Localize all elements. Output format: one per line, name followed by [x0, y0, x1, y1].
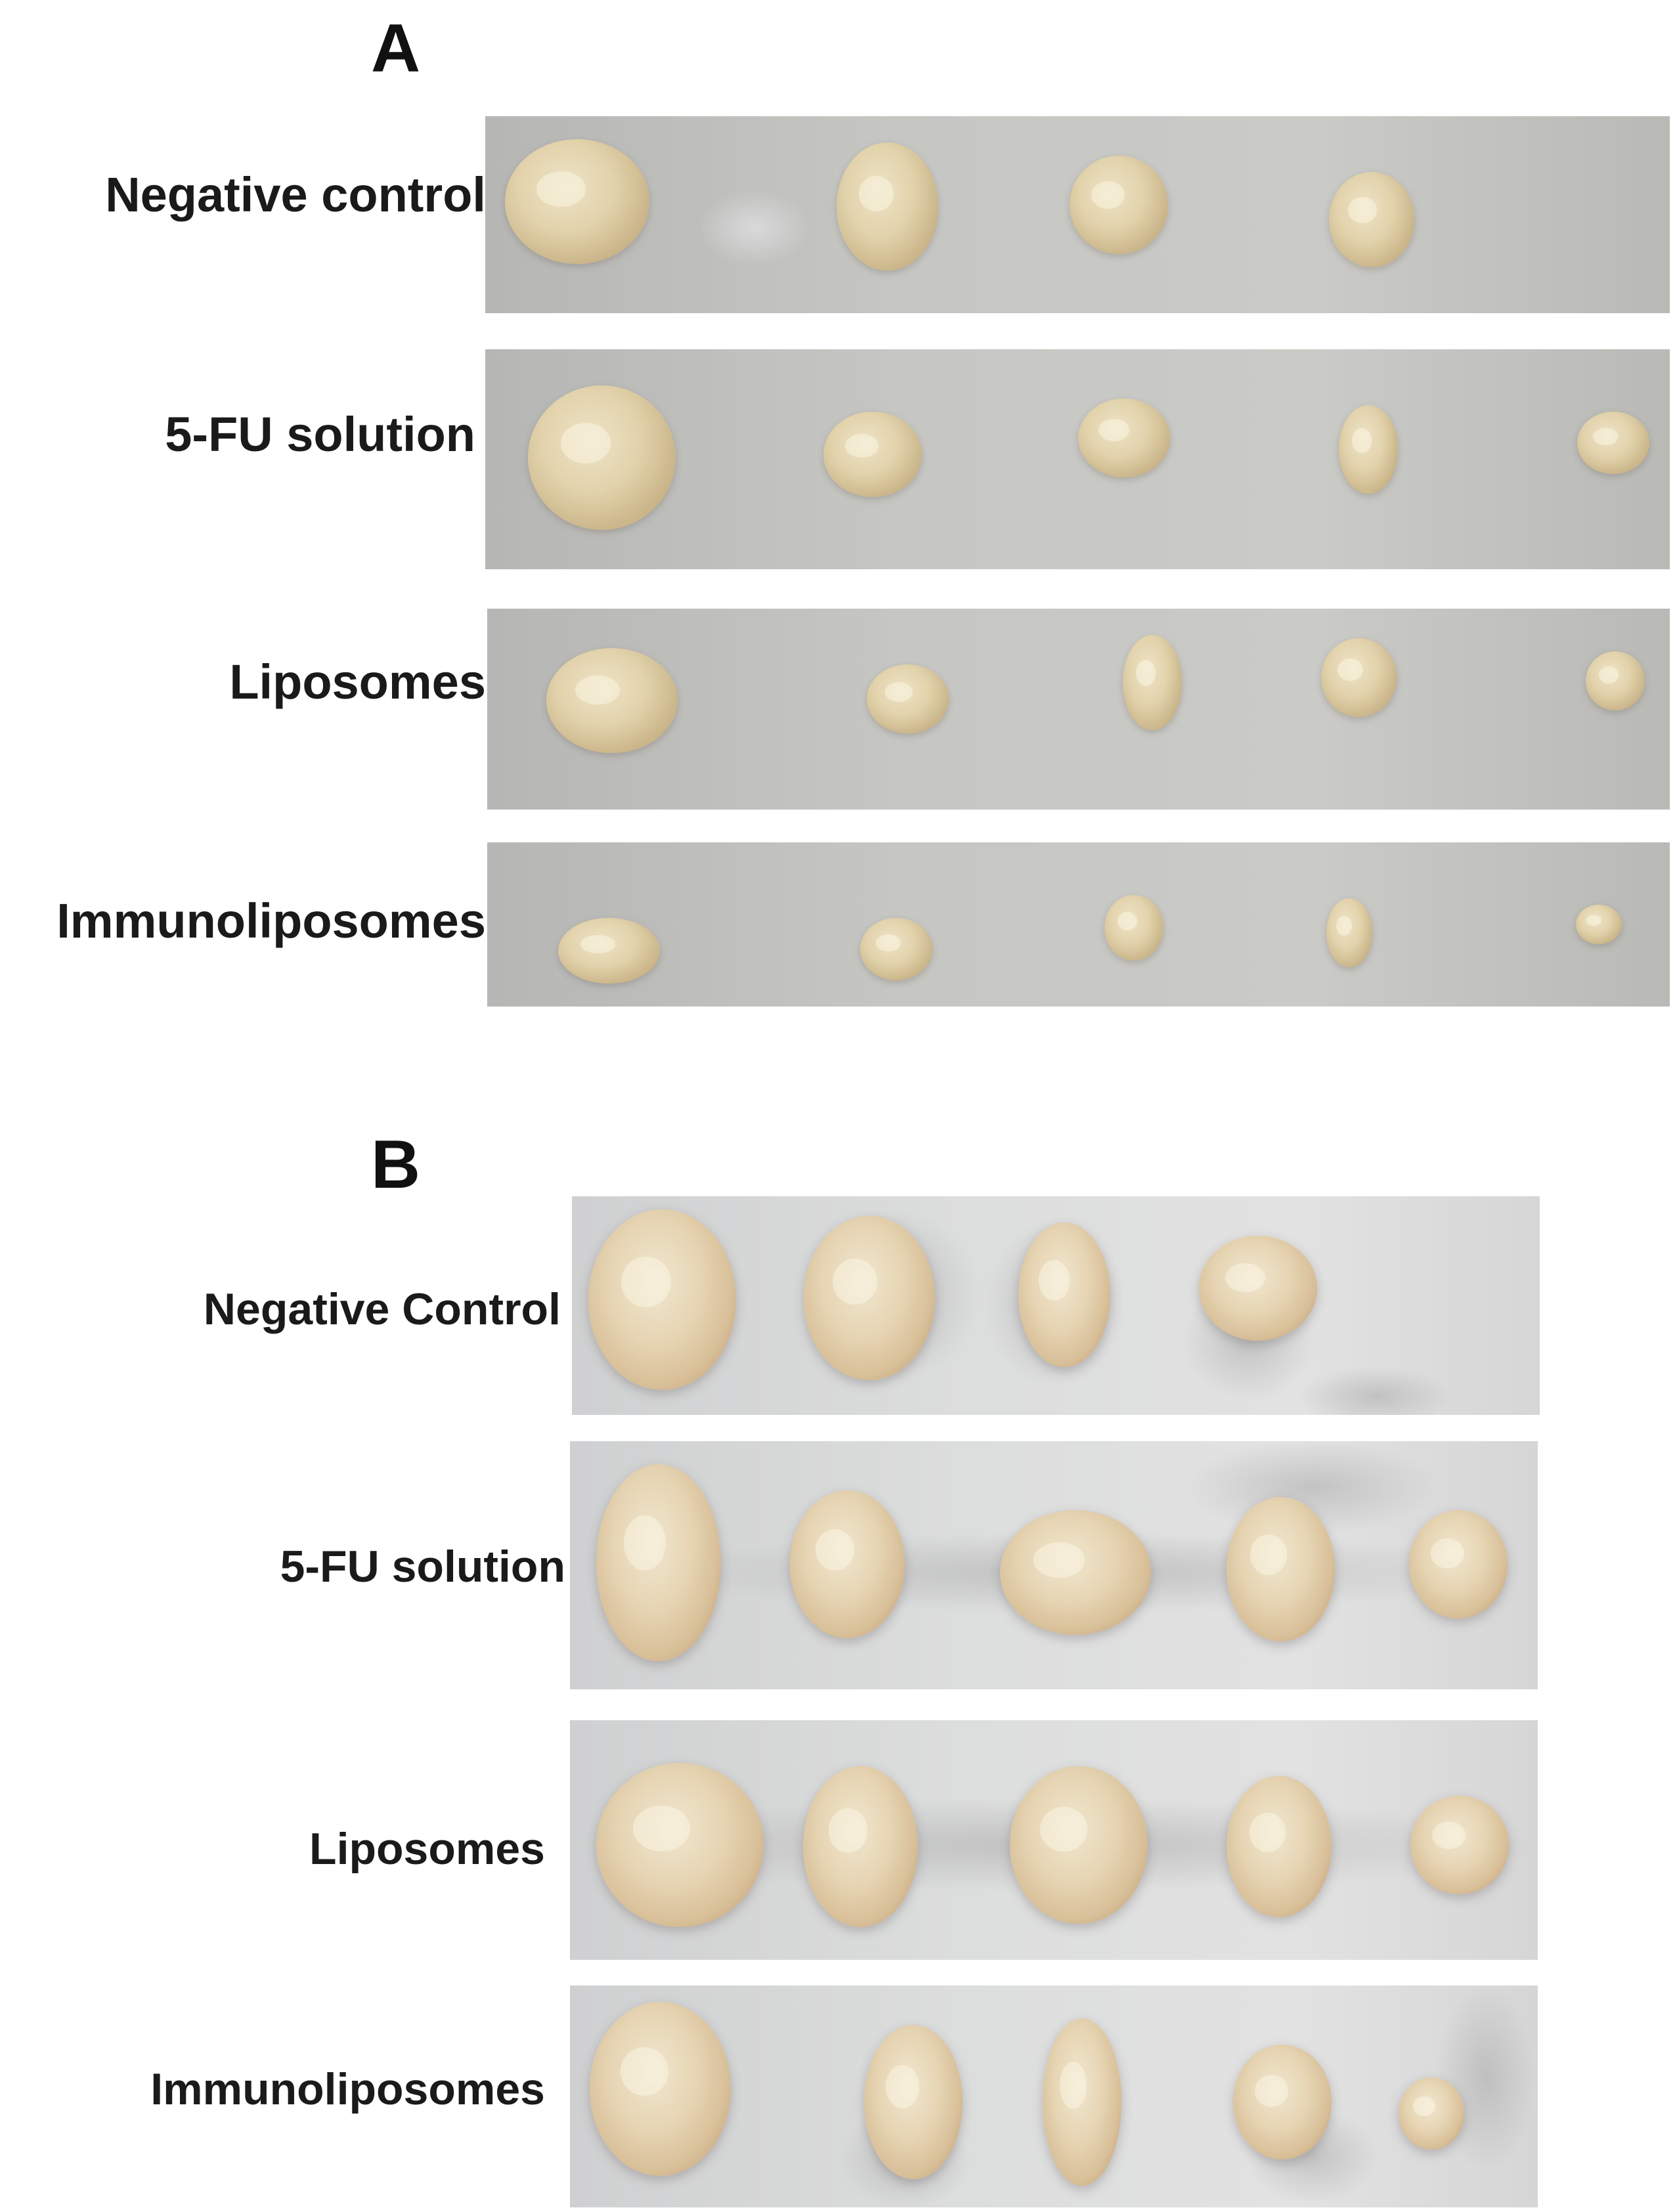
tumor-specimen: [1576, 905, 1622, 944]
tumor-specimen: [505, 139, 649, 264]
tumor-specimen: [1018, 1223, 1110, 1367]
tumor-specimen: [1199, 1236, 1317, 1341]
tumor-specimen: [864, 2025, 963, 2179]
panel-a-row-label-negative-control: Negative control: [105, 167, 486, 222]
tumor-specimen: [1326, 898, 1372, 967]
panel-b-row-label-negative-control: Negative Control: [203, 1284, 561, 1334]
tumor-specimen: [558, 918, 660, 984]
tumor-specimen: [1339, 405, 1398, 494]
tumor-specimen: [1070, 156, 1168, 254]
tumor-specimen: [1010, 1766, 1148, 1924]
panel-a-row-label-immunoliposomes: Immunoliposomes: [56, 894, 486, 948]
panel-a-row-label-5fu-solution: 5-FU solution: [165, 407, 475, 462]
panel-a-letter: A: [371, 11, 421, 87]
tumor-specimen: [1409, 1510, 1508, 1618]
panel-b-photo-5fu-solution: [570, 1441, 1538, 1689]
tumor-specimen: [1123, 635, 1182, 730]
tumor-specimen: [1321, 638, 1397, 717]
tumor-specimen: [860, 918, 932, 980]
tumor-specimen: [528, 385, 676, 530]
tissue-smear: [702, 192, 807, 264]
panel-b-photo-immunoliposomes: [570, 1985, 1538, 2207]
tumor-specimen: [790, 1490, 905, 1638]
panel-a-photo-5fu-solution: [485, 349, 1670, 569]
tumor-specimen: [804, 1216, 935, 1380]
tumor-specimen: [803, 1766, 918, 1927]
tumor-specimen: [1399, 2077, 1464, 2150]
panel-b-row-label-immunoliposomes: Immunoliposomes: [150, 2064, 545, 2114]
tumor-specimen: [1000, 1510, 1151, 1635]
tumor-specimen: [590, 2002, 731, 2176]
tumor-specimen: [1233, 2045, 1332, 2159]
panel-b-letter: B: [371, 1127, 421, 1203]
tumor-specimen: [588, 1209, 736, 1390]
panel-a-row-label-liposomes: Liposomes: [229, 655, 486, 709]
panel-a-photo-immunoliposomes: [487, 842, 1670, 1007]
panel-b-photo-liposomes: [570, 1720, 1538, 1960]
tumor-specimen: [1104, 895, 1164, 961]
panel-b-row-label-5fu-solution: 5-FU solution: [280, 1542, 565, 1592]
tumor-specimen: [1043, 2018, 1122, 2186]
tumor-specimen: [1227, 1497, 1335, 1641]
tumor-specimen: [1410, 1796, 1509, 1894]
tumor-specimen: [867, 664, 949, 733]
tumor-specimen: [1586, 651, 1645, 710]
tumor-specimen: [1227, 1776, 1332, 1917]
tumor-specimen: [823, 412, 922, 497]
tumor-specimen: [546, 648, 678, 753]
panel-a-photo-negative-control: [485, 116, 1670, 313]
panel-a-photo-liposomes: [487, 609, 1670, 810]
tumor-specimen: [1577, 412, 1649, 474]
panel-b-row-label-liposomes: Liposomes: [309, 1824, 545, 1874]
tumor-specimen: [596, 1464, 721, 1661]
panel-b-photo-negative-control: [572, 1196, 1540, 1415]
tumor-specimen: [1329, 172, 1414, 267]
tumor-specimen: [837, 142, 938, 271]
tumor-specimen: [1078, 399, 1170, 477]
tissue-smear: [1301, 1367, 1452, 1415]
tumor-specimen: [596, 1763, 764, 1927]
